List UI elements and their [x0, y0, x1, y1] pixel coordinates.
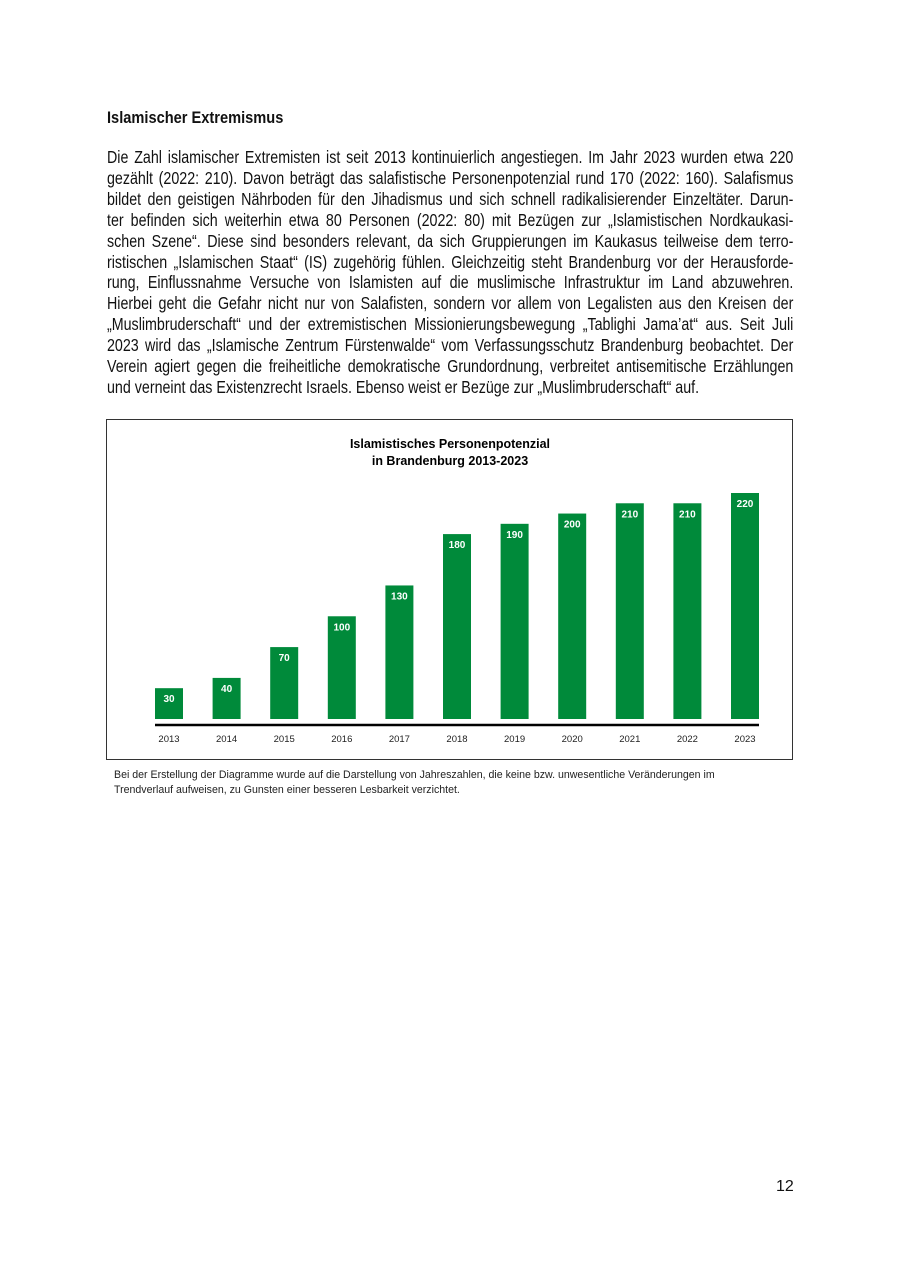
bar-value-label: 100 — [333, 622, 350, 633]
body-paragraph: Die Zahl islamischer Extremisten ist sei… — [107, 147, 793, 398]
x-tick-label: 2022 — [677, 734, 698, 745]
bar — [500, 523, 529, 719]
bar — [673, 503, 702, 719]
x-tick-label: 2019 — [504, 734, 525, 745]
chart-frame: Islamistisches Personenpotenzial in Bran… — [106, 419, 793, 760]
bar — [270, 647, 299, 719]
x-tick-label: 2017 — [389, 734, 410, 745]
paragraph-line: Verein agiert gegen die freiheitliche de… — [107, 356, 794, 377]
bar — [327, 616, 356, 719]
paragraph-line: schen Szene“. Diese sind besonders relev… — [107, 230, 794, 251]
x-tick-label: 2014 — [216, 734, 237, 745]
footnote-line: Bei der Erstellung der Diagramme wurde a… — [114, 769, 715, 781]
paragraph-line: und verneint das Existenzrecht Israels. … — [107, 376, 700, 397]
bar — [731, 493, 759, 719]
bar — [558, 513, 587, 719]
footnote-line: Trendverlauf aufweisen, zu Gunsten einer… — [114, 783, 460, 796]
x-tick-label: 2013 — [158, 734, 179, 745]
bar-value-label: 30 — [163, 694, 175, 705]
bar — [615, 503, 644, 719]
paragraph-line: rung, Einflussnahme Versuche von Islamis… — [107, 272, 794, 293]
bar-value-label: 210 — [679, 509, 696, 520]
chart-title-line-1: Islamistisches Personenpotenzial — [350, 437, 550, 451]
chart-title-line-2: in Brandenburg 2013-2023 — [372, 454, 528, 468]
bar-value-label: 130 — [391, 591, 408, 602]
paragraph-line: gezählt (2022: 210). Davon beträgt das s… — [107, 167, 794, 188]
x-tick-label: 2020 — [562, 734, 583, 745]
bar — [212, 677, 241, 719]
bar-value-label: 200 — [564, 520, 581, 531]
bar-value-label: 40 — [221, 684, 233, 695]
paragraph-line: ter befinden sich weiterhin etwa 80 Pers… — [107, 209, 794, 230]
section-heading: Islamischer Extremismus — [107, 108, 284, 127]
bar-value-label: 190 — [506, 530, 523, 541]
bar-value-label: 210 — [621, 509, 638, 520]
page-number: 12 — [776, 1178, 794, 1195]
paragraph-line: 2023 wird das „Islamische Zentrum Fürste… — [107, 335, 794, 356]
paragraph-line: „Muslimbruderschaft“ und der extremistis… — [107, 314, 794, 335]
paragraph-line: Hierbei geht die Gefahr nicht nur von Sa… — [107, 293, 794, 314]
x-tick-label: 2015 — [274, 734, 295, 745]
paragraph-line: ristischen „Islamischen Staat“ (IS) zuge… — [107, 251, 794, 272]
chart-footnote: Bei der Erstellung der Diagramme wurde a… — [114, 768, 715, 797]
bar-chart: Islamistisches Personenpotenzial in Bran… — [155, 437, 759, 745]
x-tick-label: 2021 — [619, 734, 640, 745]
x-tick-label: 2023 — [734, 734, 755, 745]
bar-value-label: 180 — [449, 540, 466, 551]
bar — [155, 688, 183, 719]
bar-value-label: 70 — [279, 653, 291, 664]
bar — [385, 585, 414, 719]
paragraph-line: Die Zahl islamischer Extremisten ist sei… — [107, 147, 794, 167]
paragraph-line: bildet den geistigen Nährboden für den J… — [107, 188, 794, 209]
x-tick-label: 2016 — [331, 734, 352, 745]
bar — [443, 534, 471, 719]
bar-value-label: 220 — [737, 499, 754, 510]
x-tick-label: 2018 — [446, 734, 467, 745]
